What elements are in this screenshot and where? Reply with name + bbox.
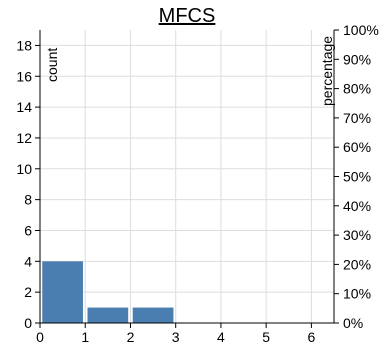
y-tick-label: 2 xyxy=(24,284,32,300)
bar xyxy=(132,307,174,323)
grid-lines xyxy=(40,30,334,323)
y2-tick-label: 60% xyxy=(343,139,371,155)
y-tick-label: 16 xyxy=(16,68,32,84)
bars xyxy=(42,261,174,323)
x-tick-label: 0 xyxy=(36,329,44,345)
y2-tick-label: 20% xyxy=(343,256,371,272)
y-tick-label: 8 xyxy=(24,192,32,208)
y-tick-label: 0 xyxy=(24,315,32,331)
y2-tick-label: 30% xyxy=(343,227,371,243)
x-tick-label: 1 xyxy=(81,329,89,345)
y2-tick-label: 0% xyxy=(343,315,363,331)
x-tick-label: 3 xyxy=(172,329,180,345)
tick-labels: 0 1 2 3 4 5 60246810121416180%10%20%30%40%50%6… xyxy=(16,22,378,345)
bar xyxy=(42,261,83,323)
x-tick-label: 4 xyxy=(217,329,225,345)
y-tick-label: 12 xyxy=(16,130,32,146)
y2-tick-label: 100% xyxy=(343,22,379,38)
y-tick-label: 18 xyxy=(16,37,32,53)
y2-tick-label: 90% xyxy=(343,51,371,67)
y-tick-label: 6 xyxy=(24,222,32,238)
y2-tick-label: 80% xyxy=(343,81,371,97)
y-tick-label: 4 xyxy=(24,253,32,269)
y2-tick-label: 40% xyxy=(343,198,371,214)
y2-axis-label: percentage xyxy=(319,36,335,106)
y2-tick-label: 70% xyxy=(343,110,371,126)
y-tick-label: 10 xyxy=(16,161,32,177)
x-tick-label: 6 xyxy=(307,329,315,345)
x-tick-label: 5 xyxy=(262,329,270,345)
axes xyxy=(35,29,339,328)
x-tick-label: 2 xyxy=(127,329,135,345)
bar xyxy=(87,307,129,323)
y2-tick-label: 10% xyxy=(343,286,371,302)
chart-title: MFCS xyxy=(159,5,216,27)
y-tick-label: 14 xyxy=(16,99,32,115)
y-axis-label: count xyxy=(44,48,60,82)
y2-tick-label: 50% xyxy=(343,169,371,185)
